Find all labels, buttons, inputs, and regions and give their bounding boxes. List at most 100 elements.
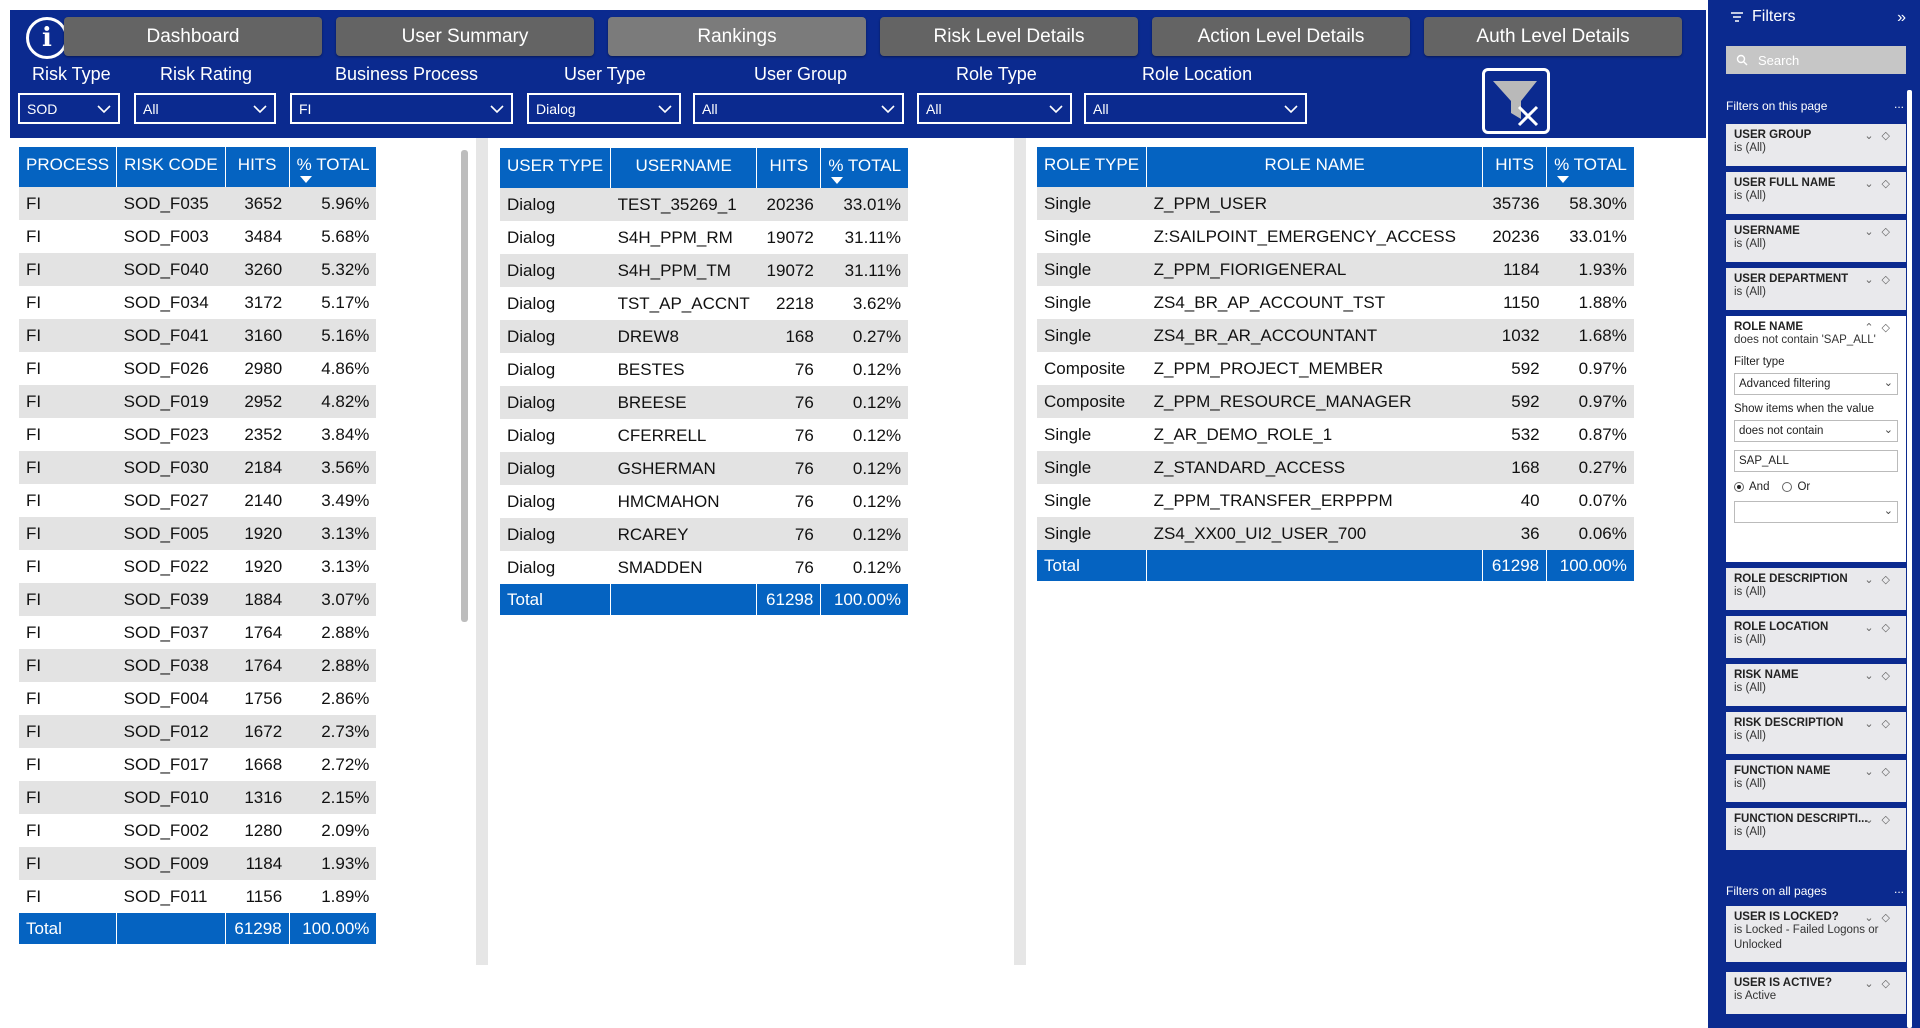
filter-card[interactable]: USER FULL NAME is (All) ⌄◇ [1726,172,1906,214]
card-action-icons[interactable]: ⌄◇ [1864,178,1898,190]
tab-action-level-details[interactable]: Action Level Details [1152,17,1410,56]
table-row[interactable]: FI SOD_F002 1280 2.09% [19,814,377,847]
filter-card[interactable]: ROLE LOCATION is (All) ⌄◇ [1726,616,1906,658]
table-row[interactable]: Dialog RCAREY 76 0.12% [500,518,909,551]
risk-table-scrollbar[interactable] [461,150,468,622]
second-condition-select[interactable]: ⌄ [1734,501,1898,523]
col-header-pct-total[interactable]: % TOTAL [820,148,909,188]
card-action-icons[interactable]: ⌄◇ [1864,130,1898,142]
table-row[interactable]: Dialog TEST_35269_1 20236 33.01% [500,188,909,221]
card-action-icons[interactable]: ⌄◇ [1864,766,1898,778]
col-header-hits[interactable]: HITS [1482,147,1548,187]
col-header-risk-code[interactable]: RISK CODE [116,147,226,187]
tab-risk-level-details[interactable]: Risk Level Details [880,17,1138,56]
table-row[interactable]: FI SOD_F041 3160 5.16% [19,319,377,352]
table-row[interactable]: FI SOD_F026 2980 4.86% [19,352,377,385]
table-row[interactable]: FI SOD_F037 1764 2.88% [19,616,377,649]
business-process-dropdown[interactable]: FI [290,93,513,124]
col-header-pct-total[interactable]: % TOTAL [289,147,377,187]
table-row[interactable]: FI SOD_F012 1672 2.73% [19,715,377,748]
and-radio[interactable] [1734,482,1744,492]
table-row[interactable]: Dialog DREW8 168 0.27% [500,320,909,353]
tab-user-summary[interactable]: User Summary [336,17,594,56]
table-row[interactable]: FI SOD_F035 3652 5.96% [19,187,377,220]
filter-card[interactable]: ROLE DESCRIPTION is (All) ⌄◇ [1726,568,1906,610]
col-header-username[interactable]: USERNAME [610,148,758,188]
tab-rankings[interactable]: Rankings [608,17,866,56]
role-location-dropdown[interactable]: All [1084,93,1307,124]
table-row[interactable]: FI SOD_F011 1156 1.89% [19,880,377,913]
table-row[interactable]: FI SOD_F030 2184 3.56% [19,451,377,484]
card-action-icons[interactable]: ⌄◇ [1864,274,1898,286]
table-row[interactable]: FI SOD_F017 1668 2.72% [19,748,377,781]
card-action-icons[interactable]: ⌄◇ [1864,718,1898,730]
filter-card[interactable]: FUNCTION NAME is (All) ⌄◇ [1726,760,1906,802]
tab-dashboard[interactable]: Dashboard [64,17,322,56]
card-action-icons[interactable]: ⌃◇ [1864,322,1898,334]
collapse-pane-icon[interactable]: » [1897,9,1906,26]
table-row[interactable]: FI SOD_F019 2952 4.82% [19,385,377,418]
col-header-user-type[interactable]: USER TYPE [500,148,612,188]
table-row[interactable]: FI SOD_F004 1756 2.86% [19,682,377,715]
user-type-dropdown[interactable]: Dialog [527,93,681,124]
col-header-hits[interactable]: HITS [225,147,290,187]
filter-card-role-name[interactable]: ROLE NAME does not contain 'SAP_ALL' ⌃◇ … [1726,316,1906,562]
card-action-icons[interactable]: ⌄◇ [1864,670,1898,682]
card-action-icons[interactable]: ⌄◇ [1864,978,1898,990]
risk-type-dropdown[interactable]: SOD [18,93,120,124]
condition-select[interactable]: does not contain ⌄ [1734,420,1898,442]
table-row[interactable]: FI SOD_F040 3260 5.32% [19,253,377,286]
table-row[interactable]: FI SOD_F038 1764 2.88% [19,649,377,682]
user-group-dropdown[interactable]: All [693,93,904,124]
table-row[interactable]: Dialog BREESE 76 0.12% [500,386,909,419]
table-row[interactable]: Dialog S4H_PPM_TM 19072 31.11% [500,254,909,287]
table-row[interactable]: Single Z_AR_DEMO_ROLE_1 532 0.87% [1037,418,1634,451]
filter-card[interactable]: USERNAME is (All) ⌄◇ [1726,220,1906,262]
table-row[interactable]: Dialog HMCMAHON 76 0.12% [500,485,909,518]
filter-card[interactable]: RISK DESCRIPTION is (All) ⌄◇ [1726,712,1906,754]
filter-card[interactable]: FUNCTION DESCRIPTI... is (All) ⌄◇ [1726,808,1906,850]
col-header-role-name[interactable]: ROLE NAME [1146,147,1484,187]
table-row[interactable]: FI SOD_F005 1920 3.13% [19,517,377,550]
card-action-icons[interactable]: ⌄◇ [1864,814,1898,826]
filter-card[interactable]: USER DEPARTMENT is (All) ⌄◇ [1726,268,1906,310]
col-header-process[interactable]: PROCESS [19,147,118,187]
table-row[interactable]: Composite Z_PPM_PROJECT_MEMBER 592 0.97% [1037,352,1634,385]
table-row[interactable]: FI SOD_F003 3484 5.68% [19,220,377,253]
table-row[interactable]: Single ZS4_BR_AP_ACCOUNT_TST 1150 1.88% [1037,286,1634,319]
filter-search-input[interactable]: Search [1726,46,1906,74]
info-icon[interactable]: i [26,17,68,59]
filter-type-select[interactable]: Advanced filtering ⌄ [1734,373,1898,395]
table-row[interactable]: Single Z_PPM_FIORIGENERAL 1184 1.93% [1037,253,1634,286]
filter-card[interactable]: RISK NAME is (All) ⌄◇ [1726,664,1906,706]
table-row[interactable]: FI SOD_F022 1920 3.13% [19,550,377,583]
table-row[interactable]: Dialog S4H_PPM_RM 19072 31.11% [500,221,909,254]
card-action-icons[interactable]: ⌄◇ [1864,226,1898,238]
table-row[interactable]: Dialog BESTES 76 0.12% [500,353,909,386]
condition-input[interactable]: SAP_ALL [1734,450,1898,472]
more-options-icon[interactable]: ... [1893,882,1904,896]
card-action-icons[interactable]: ⌄◇ [1864,574,1898,586]
table-row[interactable]: Single Z_PPM_USER 35736 58.30% [1037,187,1634,220]
table-row[interactable]: Dialog CFERRELL 76 0.12% [500,419,909,452]
table-row[interactable]: Single ZS4_BR_AR_ACCOUNTANT 1032 1.68% [1037,319,1634,352]
table-row[interactable]: Single Z:SAILPOINT_EMERGENCY_ACCESS 20236 3… [1037,220,1634,253]
table-row[interactable]: FI SOD_F034 3172 5.17% [19,286,377,319]
table-row[interactable]: FI SOD_F009 1184 1.93% [19,847,377,880]
col-header-pct-total[interactable]: % TOTAL [1546,147,1634,187]
table-row[interactable]: Dialog GSHERMAN 76 0.12% [500,452,909,485]
table-row[interactable]: Composite Z_PPM_RESOURCE_MANAGER 592 0.97% [1037,385,1634,418]
table-row[interactable]: Dialog SMADDEN 76 0.12% [500,551,909,584]
filter-card[interactable]: USER IS ACTIVE? is Active ⌄◇ [1726,972,1906,1014]
role-type-dropdown[interactable]: All [917,93,1072,124]
clear-filters-button[interactable] [1482,68,1550,134]
table-row[interactable]: FI SOD_F039 1884 3.07% [19,583,377,616]
table-row[interactable]: Single Z_STANDARD_ACCESS 168 0.27% [1037,451,1634,484]
table-row[interactable]: FI SOD_F023 2352 3.84% [19,418,377,451]
or-radio[interactable] [1782,482,1793,492]
filter-card[interactable]: USER IS LOCKED? is Locked - Failed Logons… [1726,906,1906,962]
table-row[interactable]: Dialog TST_AP_ACCNT 2218 3.62% [500,287,909,320]
card-action-icons[interactable]: ⌄◇ [1864,912,1898,924]
col-header-hits[interactable]: HITS [756,148,822,188]
more-options-icon[interactable]: ... [1893,97,1904,111]
